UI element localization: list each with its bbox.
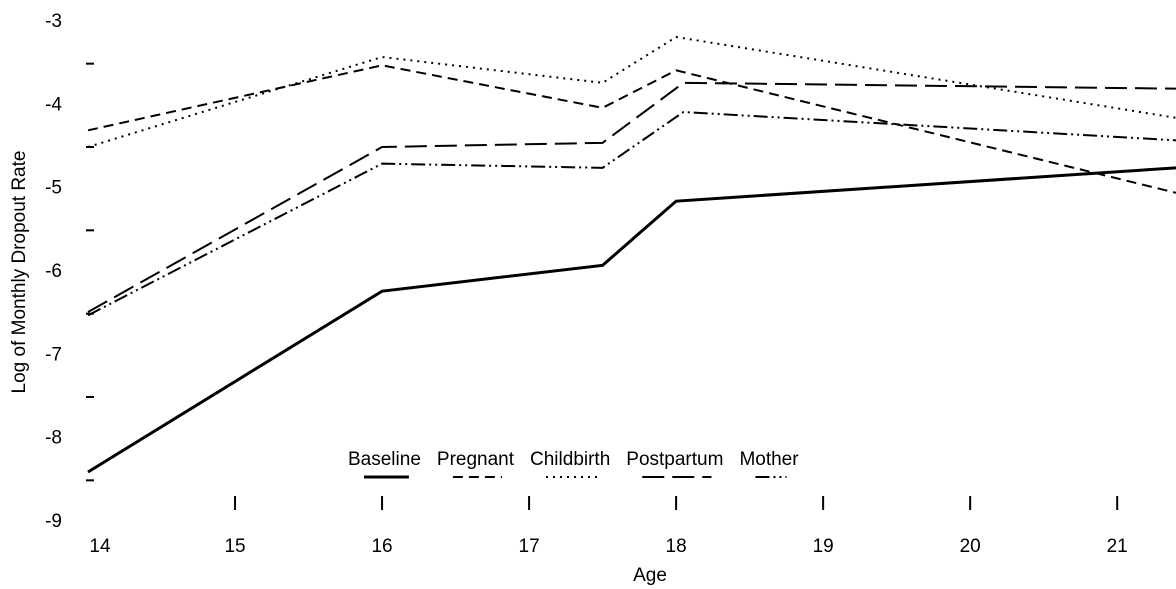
x-axis-title: Age bbox=[633, 565, 667, 586]
y-tick-label: -3 bbox=[45, 11, 62, 32]
legend-label: Mother bbox=[739, 449, 799, 470]
legend-label: Postpartum bbox=[626, 449, 723, 470]
y-tick-label: -6 bbox=[45, 261, 62, 282]
x-tick-label: 18 bbox=[666, 536, 687, 557]
y-tick-label: -8 bbox=[45, 428, 62, 449]
x-tick-label: 21 bbox=[1107, 536, 1128, 557]
y-tick-label: -9 bbox=[45, 511, 62, 532]
legend-label: Pregnant bbox=[437, 449, 515, 470]
x-tick-label: 20 bbox=[960, 536, 981, 557]
x-tick-label: 16 bbox=[371, 536, 392, 557]
x-tick-label: 14 bbox=[89, 536, 111, 557]
series-line bbox=[87, 166, 1176, 474]
legend-label: Childbirth bbox=[530, 449, 610, 470]
y-tick-label: -4 bbox=[45, 94, 62, 115]
x-tick-label: 15 bbox=[224, 536, 245, 557]
x-tick-label: 17 bbox=[519, 536, 540, 557]
series-line bbox=[87, 64, 1176, 194]
y-tick-label: -5 bbox=[45, 178, 62, 199]
x-tick-label: 19 bbox=[813, 536, 834, 557]
y-axis-title: Log of Monthly Dropout Rate bbox=[9, 151, 30, 394]
y-tick-label: -7 bbox=[45, 344, 62, 365]
series-line bbox=[87, 110, 1176, 317]
series-line bbox=[87, 81, 1176, 313]
legend-label: Baseline bbox=[348, 449, 421, 470]
series-line bbox=[87, 35, 1176, 148]
